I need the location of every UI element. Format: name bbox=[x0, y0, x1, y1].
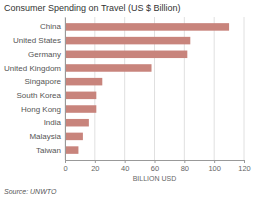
tick-label: 120 bbox=[238, 164, 251, 173]
tick-label: 20 bbox=[91, 164, 99, 173]
grid-line bbox=[65, 17, 66, 160]
tick: 40 bbox=[121, 160, 129, 173]
tick-label: Taiwan bbox=[36, 146, 61, 155]
tick: 120 bbox=[238, 160, 251, 173]
tick-mark bbox=[155, 160, 156, 163]
tick: 60 bbox=[151, 160, 159, 173]
grid bbox=[65, 17, 244, 160]
bar bbox=[65, 105, 96, 113]
x-axis: 0 20 40 60 80 100 120 bbox=[63, 160, 250, 173]
tick: United Kingdom bbox=[4, 64, 61, 73]
tick-label: Germany bbox=[28, 50, 61, 59]
tick-mark bbox=[214, 160, 215, 163]
tick: China bbox=[40, 22, 61, 31]
tick-label: 60 bbox=[151, 164, 159, 173]
tick-label: 0 bbox=[63, 164, 67, 173]
tick-mark bbox=[244, 160, 245, 163]
tick: 0 bbox=[63, 160, 67, 173]
bar bbox=[65, 92, 96, 100]
bar bbox=[65, 146, 78, 154]
tick-label: United Kingdom bbox=[4, 64, 61, 73]
tick-label: Hong Kong bbox=[21, 105, 61, 114]
x-axis-title: BILLION USD bbox=[133, 175, 177, 182]
tick: India bbox=[44, 118, 62, 127]
bar bbox=[65, 78, 102, 86]
tick: Singapore bbox=[25, 77, 62, 86]
bar bbox=[65, 37, 190, 45]
bar bbox=[65, 23, 229, 31]
tick: Germany bbox=[28, 50, 61, 59]
grid-line bbox=[244, 17, 245, 160]
tick-label: 40 bbox=[121, 164, 129, 173]
tick-label: Malaysia bbox=[29, 132, 61, 141]
bars bbox=[65, 23, 229, 154]
tick-label: 80 bbox=[181, 164, 189, 173]
axis-line bbox=[65, 18, 66, 161]
bar bbox=[65, 119, 89, 127]
tick-label: United States bbox=[13, 36, 61, 45]
tick-label: India bbox=[44, 118, 62, 127]
chart: 0 20 40 60 80 100 120 China United States Germany… bbox=[0, 0, 254, 198]
tick-label: 100 bbox=[208, 164, 221, 173]
tick-label: China bbox=[40, 22, 61, 31]
tick: 80 bbox=[181, 160, 189, 173]
bar bbox=[65, 51, 187, 59]
tick: Hong Kong bbox=[21, 105, 61, 114]
tick: 100 bbox=[208, 160, 221, 173]
tick: Malaysia bbox=[29, 132, 61, 141]
tick-mark bbox=[125, 160, 126, 163]
bar bbox=[65, 64, 152, 72]
axis-line bbox=[66, 161, 245, 164]
tick: 20 bbox=[91, 160, 99, 173]
tick-label: South Korea bbox=[17, 91, 62, 100]
bar bbox=[65, 133, 83, 141]
tick-label: Singapore bbox=[25, 77, 62, 86]
y-axis: China United States Germany United Kingdom S… bbox=[4, 18, 65, 161]
tick-mark bbox=[95, 160, 96, 163]
tick-mark bbox=[184, 160, 185, 163]
grid-line bbox=[214, 17, 215, 160]
source: Source: UNWTO bbox=[4, 188, 57, 195]
plot: 0 20 40 60 80 100 120 China United States Germany… bbox=[4, 17, 251, 173]
tick: South Korea bbox=[17, 91, 62, 100]
tick: Taiwan bbox=[36, 146, 61, 155]
tick: United States bbox=[13, 36, 61, 45]
title: Consumer Spending on Travel (US $ Billio… bbox=[4, 3, 181, 13]
